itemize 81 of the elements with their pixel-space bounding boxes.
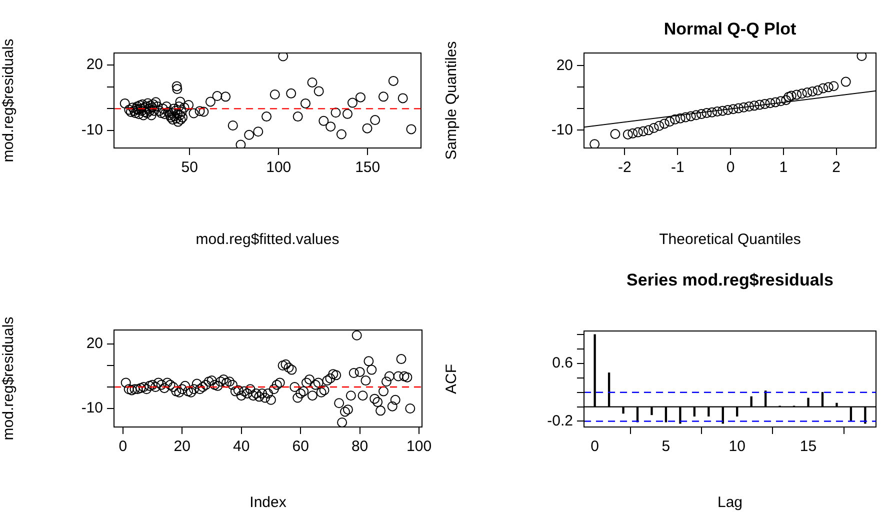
- x-tick-label: 20: [174, 438, 190, 456]
- point: [738, 102, 749, 112]
- y-axis-title: ACF: [443, 364, 460, 394]
- point: [728, 104, 738, 114]
- x-tick-label: 40: [233, 438, 250, 456]
- y-axis-title: mod.reg$residuals: [0, 316, 18, 440]
- point: [610, 129, 620, 140]
- y-tick-label: 20: [86, 56, 103, 74]
- point: [792, 90, 802, 100]
- point: [722, 104, 733, 115]
- point: [770, 97, 780, 108]
- point: [712, 106, 722, 116]
- point: [632, 127, 643, 138]
- point: [670, 114, 680, 124]
- x-axis-title: Theoretical Quantiles: [659, 231, 801, 248]
- y-tick-label: -10: [81, 122, 103, 139]
- point: [840, 76, 851, 87]
- y-tick-label: 0.6: [552, 354, 573, 372]
- point: [622, 129, 633, 140]
- x-tick-label: 2: [832, 159, 840, 176]
- point: [644, 125, 654, 136]
- x-tick-label: 0: [118, 438, 128, 456]
- point: [823, 82, 834, 92]
- point: [802, 88, 812, 98]
- point: [680, 112, 691, 122]
- point: [786, 90, 796, 101]
- y-tick-label: -10: [551, 121, 573, 138]
- x-tick-label: 150: [355, 159, 380, 176]
- point: [638, 126, 648, 136]
- point: [856, 53, 867, 62]
- point: [812, 85, 823, 96]
- y-axis-title: mod.reg$residuals: [0, 38, 18, 162]
- point: [702, 108, 712, 118]
- x-tick-label: 10: [728, 438, 746, 456]
- x-tick-label: 60: [292, 438, 309, 456]
- y-tick-label: -0.2: [547, 412, 573, 430]
- point: [749, 100, 760, 111]
- chart-title: Normal Q-Q Plot: [664, 20, 796, 39]
- x-axis-title: mod.reg$fitted.values: [196, 231, 340, 248]
- point: [696, 109, 706, 120]
- x-tick-label: -2: [618, 159, 632, 176]
- y-tick-label: 20: [556, 56, 573, 74]
- point: [765, 98, 776, 108]
- point: [796, 88, 807, 99]
- point: [664, 116, 675, 127]
- point: [590, 139, 600, 148]
- point: [818, 83, 828, 94]
- x-tick-label: 0: [590, 438, 599, 456]
- point: [675, 113, 686, 124]
- x-tick-label: 100: [266, 159, 292, 176]
- point: [733, 103, 744, 114]
- point: [648, 123, 659, 134]
- point: [784, 92, 794, 102]
- point: [659, 118, 670, 129]
- chart-title: Series mod.reg$residuals: [626, 270, 834, 290]
- x-tick-label: 100: [406, 438, 432, 456]
- point: [776, 96, 786, 106]
- x-tick-label: 5: [662, 438, 670, 456]
- x-tick-label: 80: [351, 438, 368, 456]
- y-axis-title: Sample Quantiles: [443, 41, 460, 160]
- y-tick-label: -10: [81, 400, 103, 417]
- point: [654, 120, 664, 131]
- x-axis-title: Lag: [717, 494, 743, 512]
- point: [628, 128, 638, 138]
- point: [754, 100, 765, 110]
- point: [691, 110, 702, 120]
- x-axis-title: Index: [250, 494, 287, 512]
- point: [828, 81, 839, 92]
- point: [686, 111, 696, 122]
- point: [781, 95, 792, 106]
- x-tick-label: 15: [800, 438, 817, 456]
- y-tick-label: 20: [86, 335, 103, 352]
- x-tick-label: 50: [181, 159, 198, 176]
- x-tick-label: 0: [726, 159, 735, 176]
- point: [808, 86, 818, 96]
- point: [744, 102, 754, 112]
- point: [718, 106, 728, 116]
- point: [760, 98, 770, 109]
- x-tick-label: -1: [670, 159, 684, 176]
- x-tick-label: 1: [779, 159, 788, 176]
- point: [707, 107, 718, 118]
